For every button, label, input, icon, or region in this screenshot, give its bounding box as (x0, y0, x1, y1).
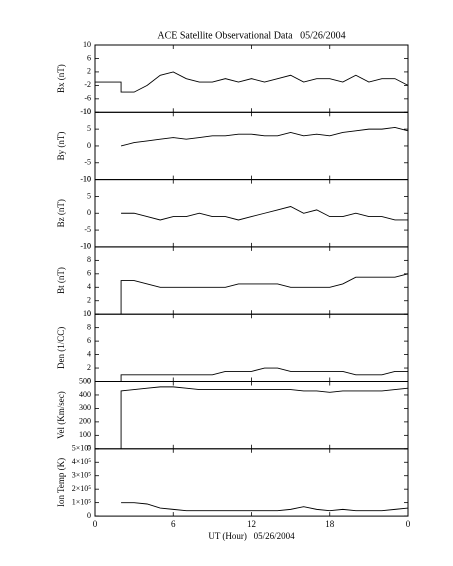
y-tick-label: 5 (87, 124, 91, 133)
y-tick-label: 0 (87, 141, 91, 150)
data-line (120, 386, 409, 449)
data-line (120, 367, 408, 382)
y-tick-label: 10 (83, 242, 91, 251)
data-line (120, 126, 409, 147)
y-tick-label: -10 (80, 174, 91, 183)
y-tick-label: 5×10⁵ (72, 444, 92, 453)
y-tick-label: 6 (87, 53, 91, 62)
y-tick-label: 8 (87, 322, 91, 331)
y-tick-label: -5 (84, 225, 91, 234)
y-tick-label: -6 (84, 94, 91, 103)
x-tick-label: 6 (171, 519, 176, 529)
y-tick-label: 4 (87, 349, 91, 358)
y-tick-label: 2 (87, 67, 91, 76)
y-tick-label: 200 (79, 417, 91, 426)
data-line (121, 502, 409, 512)
y-tick-label: 3×10⁵ (72, 471, 92, 480)
data-line (120, 273, 409, 315)
panel-frame (94, 179, 409, 248)
y-axis-label: Bz (nT) (56, 199, 66, 227)
y-axis-label: Bx (nT) (56, 64, 66, 93)
x-tick-label: 0 (406, 519, 411, 529)
y-tick-label: 300 (79, 403, 91, 412)
y-tick-label: 2 (87, 296, 91, 305)
y-tick-label: 5 (87, 191, 91, 200)
x-tick-label: 18 (325, 519, 335, 529)
y-tick-label: -5 (84, 158, 91, 167)
y-tick-label: 4 (87, 282, 91, 291)
y-tick-label: -10 (80, 242, 91, 251)
y-tick-label: -10 (80, 107, 91, 116)
y-tick-label: 10 (83, 107, 91, 116)
y-tick-label: 10 (83, 174, 91, 183)
y-axis-label: Den (1/CC) (56, 327, 66, 369)
y-tick-label: 2 (87, 363, 91, 372)
y-tick-label: 2×10⁵ (72, 484, 92, 493)
data-line (121, 206, 408, 221)
panel-frame (94, 448, 409, 517)
panel-frame (94, 246, 409, 315)
y-tick-label: 0 (87, 309, 91, 318)
y-tick-label: 0 (87, 444, 91, 453)
y-tick-label: 400 (79, 390, 91, 399)
y-axis-label: Bt (nT) (56, 267, 66, 294)
y-tick-label: 6 (87, 336, 91, 345)
data-line (95, 71, 409, 93)
y-tick-label: 6 (87, 269, 91, 278)
chart-title: ACE Satellite Observational Data 05/26/2… (157, 30, 345, 41)
y-tick-label: 500 (79, 376, 91, 385)
y-tick-label: 1×10⁵ (72, 497, 92, 506)
y-tick-label: 8 (87, 255, 91, 264)
y-tick-label: 100 (79, 430, 91, 439)
x-tick-label: 0 (93, 519, 98, 529)
y-tick-label: 0 (87, 376, 91, 385)
y-tick-label: 0 (87, 208, 91, 217)
y-axis-label: Vel (Km/sec) (56, 391, 66, 439)
y-tick-label: 4×10⁵ (72, 457, 92, 466)
y-axis-label: Ion Temp (K) (56, 458, 66, 507)
panel-frame (94, 381, 409, 450)
x-tick-label: 12 (247, 519, 256, 529)
y-tick-label: 10 (83, 40, 91, 49)
x-axis-label: UT (Hour) 05/26/2004 (208, 531, 295, 541)
panel-frame (94, 111, 409, 181)
y-tick-label: 10 (83, 309, 91, 318)
y-tick-label: -2 (84, 80, 91, 89)
y-axis-label: By (nT) (56, 132, 66, 161)
y-tick-label: 0 (87, 511, 91, 520)
